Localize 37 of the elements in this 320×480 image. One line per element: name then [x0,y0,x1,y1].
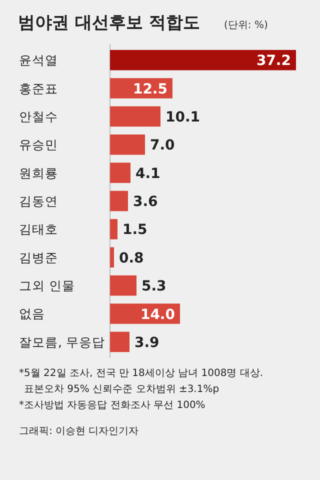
bar [110,219,118,240]
data-label: 37.2 [256,53,291,70]
data-label: 3.6 [133,194,158,210]
bar [110,106,160,127]
data-label: 5.3 [142,278,166,295]
y-tick-label: 홍준표 [19,80,58,96]
text: 그래픽: 이승현 디자인기자 [19,426,139,437]
y-tick-label: 김병준 [19,250,58,265]
y-tick-label: 그외 인물 [19,278,75,294]
y-tick-label: 원희룡 [19,165,58,180]
text: *5월 22일 조사, 전국 만 18세이상 남녀 1008명 대상. [19,368,264,379]
data-label: 0.8 [119,250,144,266]
data-label: 10.1 [166,109,200,126]
y-tick-label: 잘모름, 무응답 [19,334,105,350]
y-tick-label: 윤석열 [19,52,58,68]
data-label: 4.1 [136,166,160,182]
data-label: 3.9 [134,334,160,351]
bar [110,50,296,70]
data-label: 1.5 [122,222,148,238]
text: *조사방법 자동응답 전화조사 무선 100% [19,400,206,411]
chart-title: 범야권 대선후보 적합도 [18,13,200,33]
data-label: 14.0 [140,306,176,323]
bar [110,247,114,268]
y-tick-label: 없음 [19,306,45,322]
data-label: 12.5 [132,81,168,98]
bar [110,190,128,212]
y-tick-label: 김태호 [19,222,58,237]
bar [110,275,136,296]
data-label: 7.0 [150,138,176,154]
y-tick-label: 안철수 [19,108,58,124]
bar [110,134,145,155]
chart-subtitle: (단위: %) [224,20,268,31]
bar [110,162,130,183]
y-tick-label: 김동연 [19,194,58,208]
bar [110,332,130,352]
y-tick-label: 유승민 [19,137,58,152]
text: 표본오차 95% 신뢰수준 오차범위 ±3.1%p [24,384,220,395]
